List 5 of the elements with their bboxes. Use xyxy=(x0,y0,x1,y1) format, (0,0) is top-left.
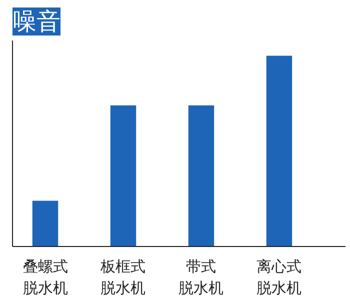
x-tick-label: 带式脱水机 xyxy=(178,258,224,298)
x-tick-label: 叠螺式脱水机 xyxy=(22,258,68,298)
chart-title: 噪音 xyxy=(12,8,60,36)
x-tick-label: 板框式脱水机 xyxy=(100,258,146,298)
x-tick-label: 离心式脱水机 xyxy=(256,258,302,298)
